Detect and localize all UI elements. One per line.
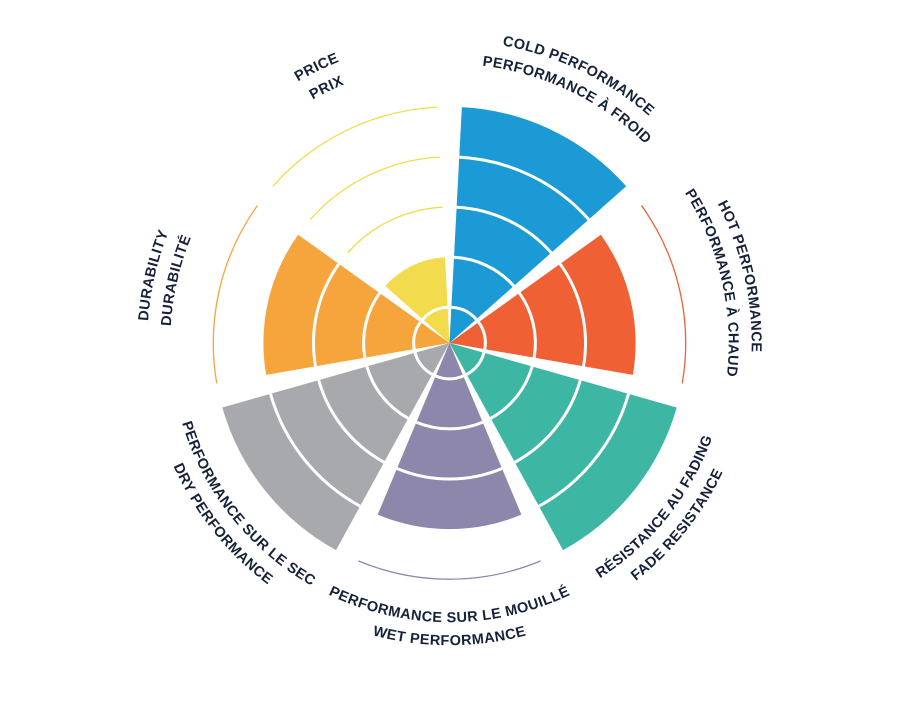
svg-text:PERFORMANCE SUR LE MOUILLÉ: PERFORMANCE SUR LE MOUILLÉ — [327, 583, 573, 626]
svg-text:WET PERFORMANCE: WET PERFORMANCE — [371, 624, 527, 650]
